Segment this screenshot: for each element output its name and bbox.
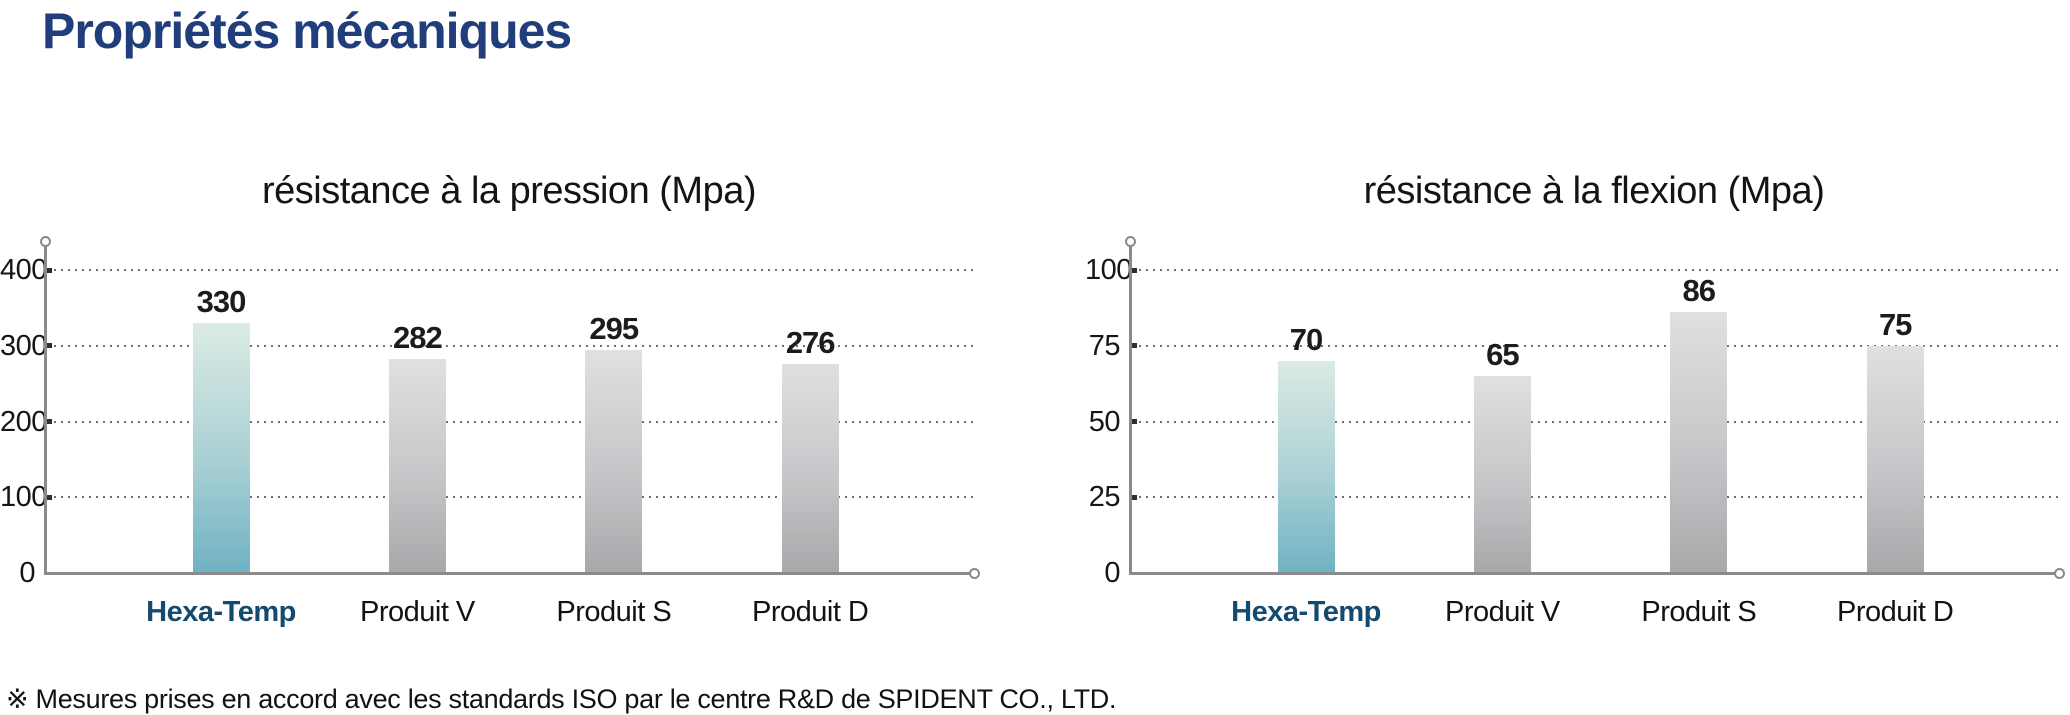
bar-produit-d [1866, 345, 1924, 573]
y-axis-tick-100 [1132, 267, 1137, 273]
bar-value-produit-v: 282 [393, 320, 443, 356]
y-axis-tick-label-50: 50 [1088, 405, 1121, 438]
bar-produit-v [1473, 376, 1531, 573]
chart-resistance-pression: résistance à la pression (Mpa) 0 100 200 30… [0, 170, 1000, 650]
chart-title-flexion: résistance à la flexion (Mpa) [1363, 170, 1825, 212]
y-axis-tick-50 [1132, 419, 1137, 424]
x-category-label-produit-v: Produit V [1444, 596, 1560, 628]
plot-area-pression: 0 100 200 300 400 330 Hexa-Temp 282 Produit V 295… [0, 170, 1000, 650]
chart-resistance-flexion: résistance à la flexion (Mpa) 0 25 50 75 100… [1085, 170, 2070, 650]
y-axis-tick-label-100: 100 [0, 481, 47, 514]
bar-value-hexa-temp: 330 [196, 284, 247, 320]
x-category-label-hexa-temp: Hexa-Temp [146, 596, 296, 628]
bar-hexa-temp [192, 323, 250, 573]
gridline-50 [1132, 420, 2058, 423]
y-axis-tick-label-25: 25 [1088, 481, 1121, 514]
gridline-25 [1132, 496, 2058, 499]
x-category-label-produit-s: Produit S [556, 596, 672, 628]
y-axis-tick-label-75: 75 [1088, 329, 1121, 362]
gridline-75 [1132, 344, 2058, 347]
bar-value-produit-s: 295 [589, 310, 639, 346]
y-axis-end-circle [39, 235, 51, 247]
gridline-100 [47, 496, 973, 499]
bar-produit-s [1670, 312, 1728, 573]
bar-value-produit-v: 65 [1486, 337, 1519, 373]
y-axis-tick-400 [47, 267, 52, 273]
gridline-400 [47, 269, 973, 271]
y-axis-tick-25 [1132, 494, 1137, 500]
x-category-label-produit-s: Produit S [1641, 596, 1757, 628]
bar-produit-v [388, 359, 446, 573]
x-axis-end-circle [2054, 567, 2065, 579]
gridline-300 [47, 344, 973, 347]
x-category-label-produit-d: Produit D [1836, 596, 1954, 628]
x-category-label-produit-d: Produit D [751, 596, 869, 628]
x-axis-end-circle [969, 567, 980, 579]
bar-value-produit-d: 75 [1878, 306, 1912, 342]
bar-produit-d [781, 363, 839, 573]
y-axis-tick-100 [47, 494, 52, 500]
y-axis-tick-label-0: 0 [19, 557, 35, 589]
plot-area-flexion: 0 25 50 75 100 70 Hexa-Temp 65 Produit V 86 Produi… [1085, 170, 2070, 650]
y-axis-tick-300 [47, 343, 52, 349]
y-axis-tick-label-400: 400 [0, 254, 47, 286]
chart-title-pression: résistance à la pression (Mpa) [262, 170, 757, 212]
bar-value-produit-s: 86 [1682, 273, 1716, 309]
y-axis-line [43, 240, 47, 575]
y-axis-tick-75 [1132, 343, 1137, 349]
bar-value-produit-d: 276 [785, 324, 836, 360]
y-axis-tick-label-100: 100 [1085, 254, 1132, 286]
y-axis-tick-label-200: 200 [0, 405, 47, 438]
y-axis-line [1128, 240, 1132, 575]
x-category-label-produit-v: Produit V [359, 596, 475, 628]
page-title: Propriétés mécaniques [42, 3, 572, 59]
y-axis-end-circle [1124, 235, 1136, 247]
gridline-200 [47, 420, 973, 423]
bar-hexa-temp [1277, 360, 1335, 573]
gridline-100 [1132, 269, 2058, 271]
bar-produit-s [585, 349, 643, 573]
x-axis-line [43, 571, 976, 575]
footnote: ※ Mesures prises en accord avec les stan… [6, 684, 1117, 714]
y-axis-tick-label-300: 300 [0, 329, 47, 362]
y-axis-tick-200 [47, 419, 52, 424]
x-category-label-hexa-temp: Hexa-Temp [1231, 596, 1381, 628]
bar-value-hexa-temp: 70 [1289, 321, 1323, 357]
y-axis-tick-label-0: 0 [1104, 557, 1120, 589]
x-axis-line [1128, 571, 2061, 575]
